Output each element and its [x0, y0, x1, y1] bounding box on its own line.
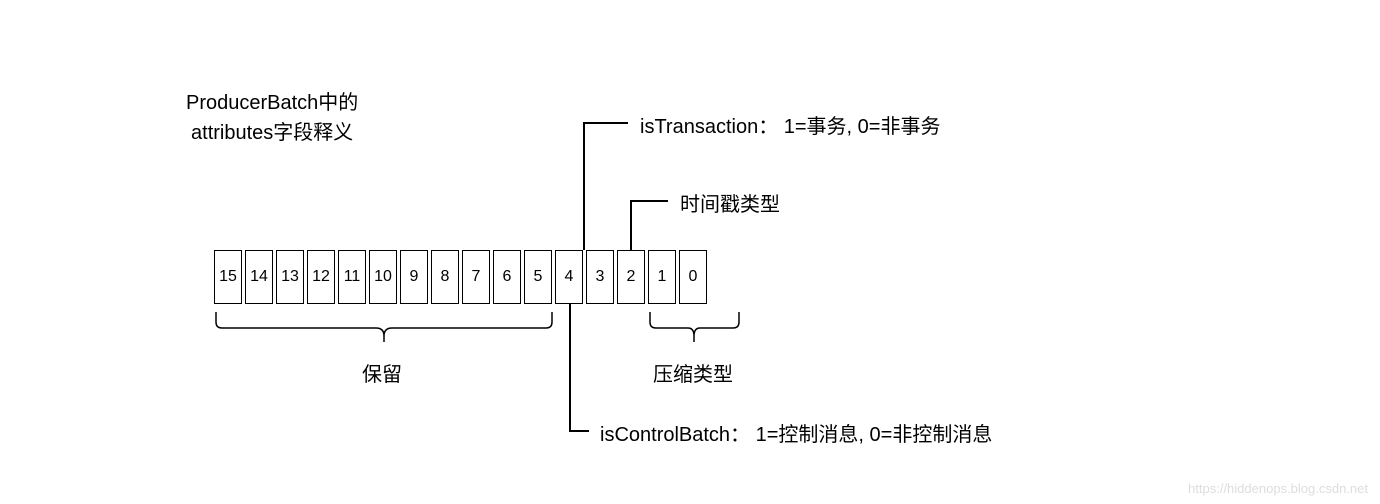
- bit-9: 9: [400, 250, 428, 304]
- timestamp-vline: [630, 200, 632, 250]
- bit-11: 11: [338, 250, 366, 304]
- iscontrolbatch-label: isControlBatch： 1=控制消息, 0=非控制消息: [600, 418, 992, 447]
- istransaction-vline: [583, 122, 585, 250]
- bit-3: 3: [586, 250, 614, 304]
- bit-7: 7: [462, 250, 490, 304]
- bit-12: 12: [307, 250, 335, 304]
- bit-0: 0: [679, 250, 707, 304]
- bit-14: 14: [245, 250, 273, 304]
- diagram-title: ProducerBatch中的 attributes字段释义: [186, 88, 358, 148]
- bit-13: 13: [276, 250, 304, 304]
- bit-1: 1: [648, 250, 676, 304]
- istransaction-hline: [583, 122, 628, 124]
- iscontrolbatch-hline: [569, 430, 589, 432]
- bit-2: 2: [617, 250, 645, 304]
- bit-8: 8: [431, 250, 459, 304]
- bit-15: 15: [214, 250, 242, 304]
- watermark: https://hiddenops.blog.csdn.net: [1188, 481, 1368, 496]
- reserved-label: 保留: [362, 358, 402, 387]
- bit-5: 5: [524, 250, 552, 304]
- title-line-1: ProducerBatch中的: [186, 88, 358, 118]
- bit-4: 4: [555, 250, 583, 304]
- compression-label: 压缩类型: [653, 358, 733, 387]
- bit-row: 15 14 13 12 11 10 9 8 7 6 5 4 3 2 1 0: [214, 250, 707, 304]
- istransaction-label: isTransaction： 1=事务, 0=非事务: [640, 110, 940, 139]
- title-line-2: attributes字段释义: [186, 118, 358, 148]
- timestamp-hline: [630, 200, 668, 202]
- timestamp-label: 时间戳类型: [680, 188, 780, 217]
- compression-brace: [648, 310, 741, 346]
- iscontrolbatch-vline: [569, 304, 571, 430]
- bit-6: 6: [493, 250, 521, 304]
- reserved-brace: [214, 310, 554, 346]
- bit-10: 10: [369, 250, 397, 304]
